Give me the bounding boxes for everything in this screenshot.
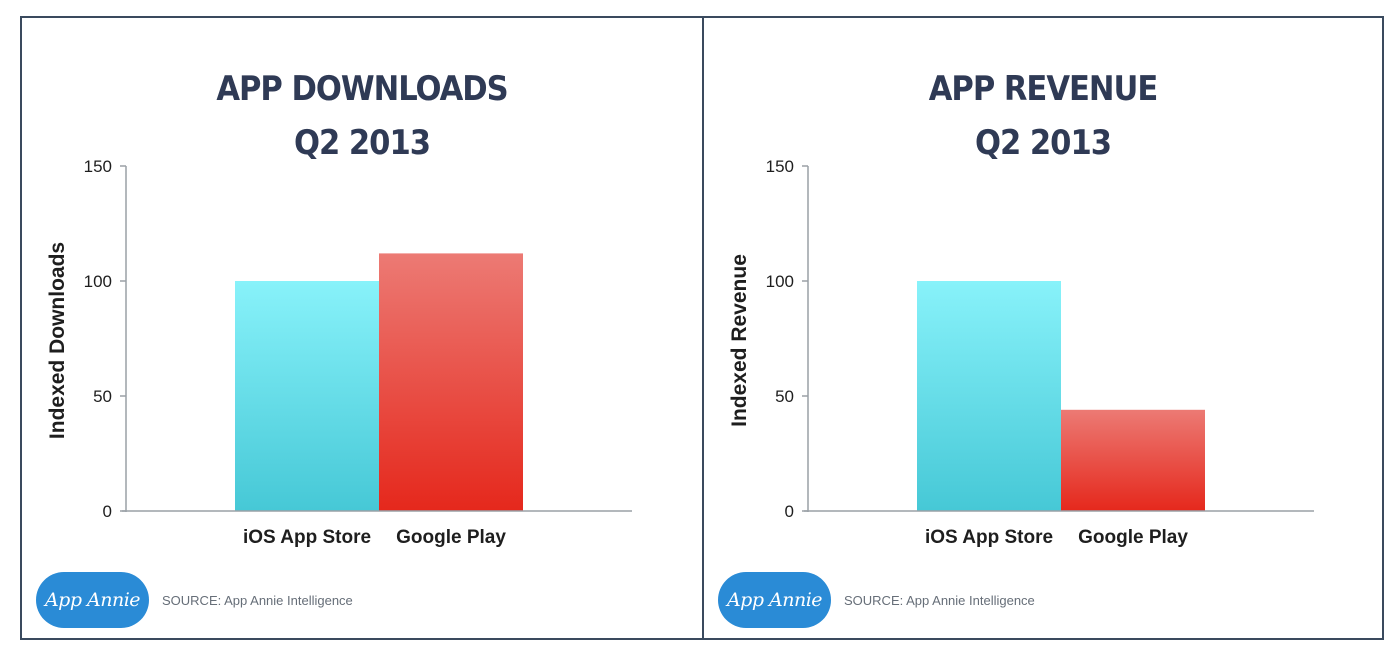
x-category-label: Google Play [396, 527, 506, 548]
source-footer: App Annie SOURCE: App Annie Intelligence [36, 572, 353, 628]
bar-ios-app-store [235, 281, 379, 511]
app-annie-logo: App Annie [36, 572, 149, 628]
y-tick-label: 0 [785, 502, 794, 521]
y-tick-label: 100 [766, 272, 794, 291]
y-tick-label: 150 [766, 157, 794, 176]
y-axis-title: Indexed Revenue [728, 254, 751, 427]
chart-title: APP DOWNLOADS Q2 2013 [22, 62, 702, 170]
chart-title-line-1: APP REVENUE [928, 69, 1159, 109]
y-axis-title: Indexed Downloads [46, 242, 69, 439]
chart-title: APP REVENUE Q2 2013 [704, 62, 1382, 170]
revenue-bar-chart: 0 50 100 150 iOS App Store Google Play Indexed… [728, 157, 1314, 548]
downloads-bar-chart: 0 50 100 150 iOS App Store Google Play Indexed… [46, 157, 632, 548]
x-category-label: iOS App Store [925, 527, 1053, 548]
chart-frame: APP DOWNLOADS Q2 2013 0 50 100 150 iOS App S… [20, 16, 1384, 640]
bar-google-play [1061, 409, 1205, 511]
source-text: SOURCE: App Annie Intelligence [162, 592, 353, 608]
y-tick-label: 100 [84, 272, 112, 291]
chart-title-line-2: Q2 2013 [974, 123, 1112, 163]
app-annie-logo: App Annie [718, 572, 831, 628]
y-tick-label: 150 [84, 157, 112, 176]
downloads-panel: APP DOWNLOADS Q2 2013 0 50 100 150 iOS App S… [22, 18, 702, 638]
y-tick-label: 50 [93, 387, 112, 406]
y-tick-label: 0 [103, 502, 112, 521]
source-footer: App Annie SOURCE: App Annie Intelligence [718, 572, 1035, 628]
y-tick-label: 50 [775, 387, 794, 406]
source-text: SOURCE: App Annie Intelligence [844, 592, 1035, 608]
x-category-label: iOS App Store [243, 527, 371, 548]
x-category-label: Google Play [1078, 527, 1188, 548]
bar-google-play [379, 253, 523, 511]
revenue-panel: APP REVENUE Q2 2013 0 50 100 150 iOS App Sto… [702, 18, 1382, 638]
chart-title-line-1: APP DOWNLOADS [216, 69, 508, 109]
chart-title-line-2: Q2 2013 [293, 123, 431, 163]
bar-ios-app-store [917, 281, 1061, 511]
